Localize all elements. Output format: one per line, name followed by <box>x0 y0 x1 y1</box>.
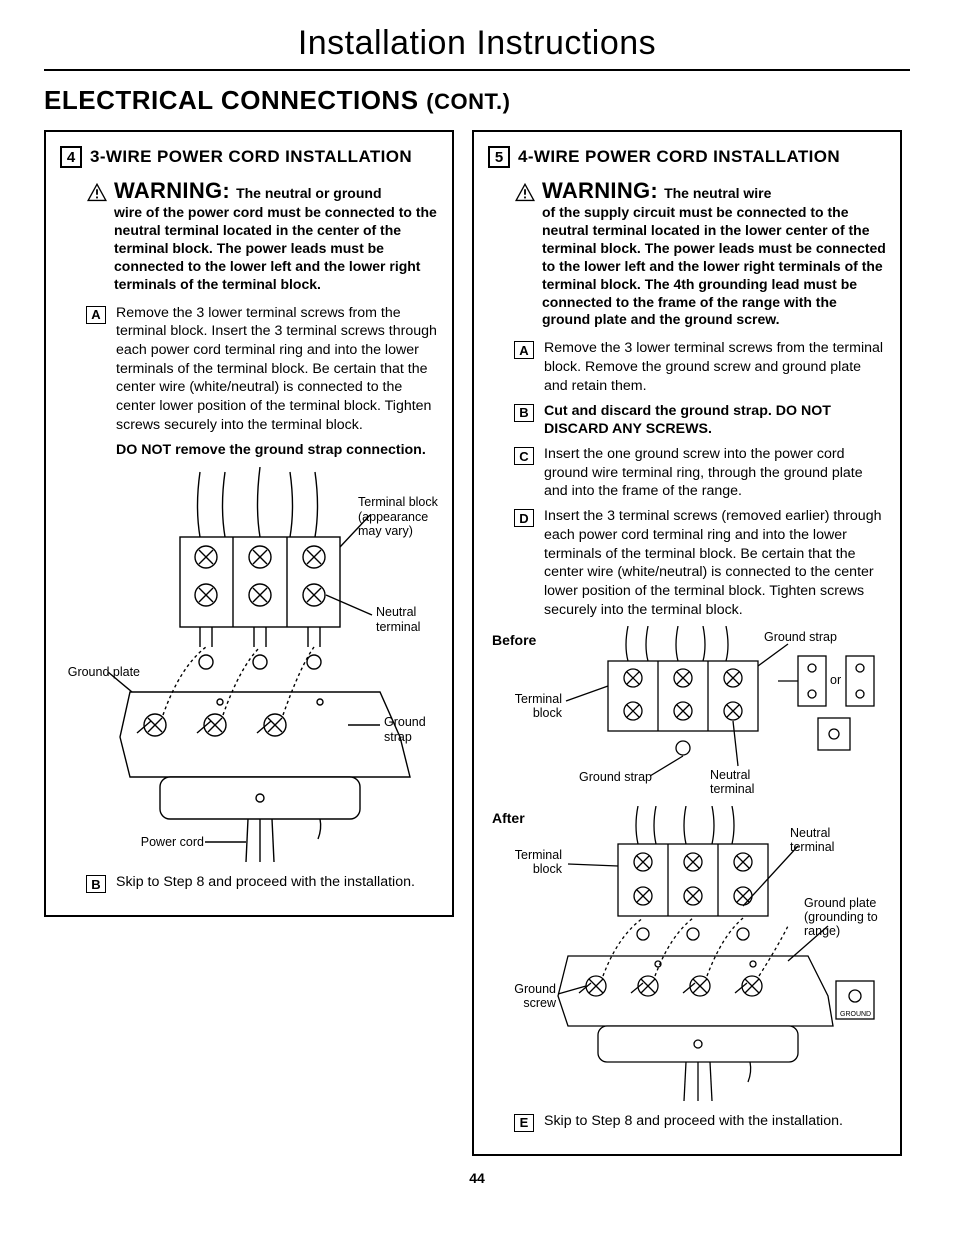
section-heading: ELECTRICAL CONNECTIONS (CONT.) <box>44 85 910 116</box>
page: Installation Instructions ELECTRICAL CON… <box>0 0 954 1206</box>
substep-a: A Remove the 3 lower terminal screws fro… <box>86 304 438 435</box>
step-head-4: 4 3-WIRE POWER CORD INSTALLATION <box>60 146 438 168</box>
substep-b-text: Skip to Step 8 and proceed with the inst… <box>116 873 415 892</box>
warning-row: WARNING: The neutral or ground <box>60 178 438 204</box>
panel-4wire: 5 4-WIRE POWER CORD INSTALLATION WARNING… <box>472 130 902 1156</box>
substep-a-text: Remove the 3 lower terminal screws from … <box>544 339 886 395</box>
lbl-power-cord: Power cord <box>124 835 204 849</box>
diagram-after: After <box>488 806 886 1106</box>
lbl-ground-strap-2: Ground strap <box>764 630 844 644</box>
ground-tag-text: GROUND <box>840 1011 871 1018</box>
substep-d: D Insert the 3 terminal screws (removed … <box>514 507 886 619</box>
substep-a: A Remove the 3 lower terminal screws fro… <box>514 339 886 395</box>
warning-row: WARNING: The neutral wire <box>488 178 886 204</box>
warning-label: WARNING: <box>542 178 658 204</box>
lbl-neutral-terminal: Neutral terminal <box>710 768 770 797</box>
diagram-3wire: Terminal block (appearance may vary) Neu… <box>60 467 438 867</box>
page-title: Installation Instructions <box>44 24 910 63</box>
substep-a-text: Remove the 3 lower terminal screws from … <box>116 304 438 435</box>
warning-label: WARNING: <box>114 178 230 204</box>
substep-e-box: E <box>514 1114 534 1132</box>
warning-body: wire of the power cord must be connected… <box>60 204 438 294</box>
step-number-box: 5 <box>488 146 510 168</box>
substep-c-text: Insert the one ground screw into the pow… <box>544 445 886 501</box>
warning-lead: The neutral wire <box>664 185 771 201</box>
substep-b-box: B <box>86 875 106 893</box>
lbl-ground-strap: Ground strap <box>384 715 440 744</box>
title-rule <box>44 69 910 71</box>
substep-e: E Skip to Step 8 and proceed with the in… <box>514 1112 886 1132</box>
substep-a-box: A <box>86 306 106 324</box>
lbl-terminal-block: Terminal block (appearance may vary) <box>358 495 438 538</box>
ground-strap-note: DO NOT remove the ground strap connectio… <box>116 441 438 460</box>
substep-c-box: C <box>514 447 534 465</box>
substep-c: C Insert the one ground screw into the p… <box>514 445 886 501</box>
step-title: 3-WIRE POWER CORD INSTALLATION <box>90 147 412 167</box>
before-label: Before <box>492 632 536 648</box>
lbl-ground-strap: Ground strap <box>572 770 652 784</box>
panel-3wire: 4 3-WIRE POWER CORD INSTALLATION WARNING… <box>44 130 454 917</box>
lbl-ground-screw: Ground screw <box>500 982 556 1011</box>
lbl-terminal-block: Terminal block <box>504 692 562 721</box>
substep-b: B Cut and discard the ground strap. DO N… <box>514 402 886 439</box>
substep-a-box: A <box>514 341 534 359</box>
step-number-box: 4 <box>60 146 82 168</box>
substep-b-text: Cut and discard the ground strap. DO NOT… <box>544 402 886 439</box>
substep-d-box: D <box>514 509 534 527</box>
lbl-terminal-block: Terminal block <box>504 848 562 877</box>
page-number: 44 <box>44 1170 910 1186</box>
section-name: ELECTRICAL CONNECTIONS <box>44 85 419 115</box>
warning-icon <box>514 182 536 202</box>
lbl-neutral-terminal: Neutral terminal <box>790 826 850 855</box>
substep-d-text: Insert the 3 terminal screws (removed ea… <box>544 507 886 619</box>
step-head-5: 5 4-WIRE POWER CORD INSTALLATION <box>488 146 886 168</box>
lbl-or: or <box>830 673 841 687</box>
substep-b-box: B <box>514 404 534 422</box>
step-title: 4-WIRE POWER CORD INSTALLATION <box>518 147 840 167</box>
after-label: After <box>492 810 525 826</box>
substep-e-text: Skip to Step 8 and proceed with the inst… <box>544 1112 843 1131</box>
section-cont: (CONT.) <box>426 89 510 114</box>
warning-body: of the supply circuit must be connected … <box>488 204 886 329</box>
warning-icon <box>86 182 108 202</box>
lbl-ground-plate: Ground plate (grounding to range) <box>804 896 886 939</box>
lbl-ground-plate: Ground plate <box>60 665 140 679</box>
lbl-neutral-terminal: Neutral terminal <box>376 605 436 634</box>
columns: 4 3-WIRE POWER CORD INSTALLATION WARNING… <box>44 130 910 1156</box>
diagram-before: Before <box>488 626 886 806</box>
warning-lead: The neutral or ground <box>236 185 381 201</box>
substep-b: B Skip to Step 8 and proceed with the in… <box>86 873 438 893</box>
